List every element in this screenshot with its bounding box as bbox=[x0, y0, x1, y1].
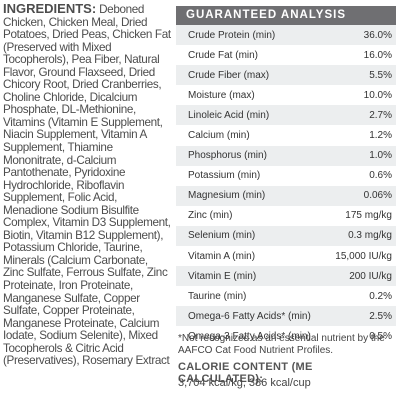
guaranteed-analysis-rows: Crude Protein (min) 36.0% Crude Fat (min) 1… bbox=[176, 25, 396, 347]
analysis-label: Magnesium (min) bbox=[188, 190, 266, 202]
calorie-content-title: CALORIE CONTENT (ME CALCULATED): bbox=[178, 361, 313, 385]
analysis-row: Potassium (min) 0.6% bbox=[176, 165, 396, 186]
analysis-label: Phosphorus (min) bbox=[188, 150, 267, 162]
analysis-label: Omega-6 Fatty Acids* (min) bbox=[188, 310, 311, 322]
calorie-content-value: 3,704 kcal/kg, 386 kcal/cup bbox=[178, 377, 311, 389]
analysis-value: 0.2% bbox=[369, 290, 392, 302]
analysis-value: 2.5% bbox=[369, 310, 392, 322]
analysis-label: Omega-3 Fatty Acids* (min) bbox=[188, 330, 311, 342]
analysis-label: Selenium (min) bbox=[188, 230, 256, 242]
analysis-row: Calcium (min) 1.2% bbox=[176, 125, 396, 146]
analysis-value: 5.5% bbox=[369, 69, 392, 81]
ingredients-title: INGREDIENTS: bbox=[3, 1, 97, 16]
analysis-value: 16.0% bbox=[363, 49, 392, 61]
analysis-row: Crude Fiber (max) 5.5% bbox=[176, 65, 396, 86]
analysis-row: Crude Protein (min) 36.0% bbox=[176, 25, 396, 46]
analysis-label: Crude Fat (min) bbox=[188, 49, 259, 61]
analysis-value: 0.6% bbox=[369, 170, 392, 182]
analysis-label: Vitamin A (min) bbox=[188, 250, 256, 262]
analysis-value: 1.0% bbox=[369, 150, 392, 162]
analysis-value: 0.5% bbox=[369, 330, 392, 342]
analysis-value: 0.06% bbox=[363, 190, 392, 202]
analysis-row: Vitamin E (min) 200 IU/kg bbox=[176, 266, 396, 287]
guaranteed-analysis-table: GUARANTEED ANALYSIS Crude Protein (min) 3… bbox=[176, 6, 396, 347]
analysis-label: Calcium (min) bbox=[188, 130, 250, 142]
guaranteed-analysis-header: GUARANTEED ANALYSIS bbox=[176, 6, 396, 25]
analysis-label: Crude Protein (min) bbox=[188, 29, 276, 41]
analysis-label: Vitamin E (min) bbox=[188, 270, 257, 282]
analysis-row: Moisture (max) 10.0% bbox=[176, 85, 396, 106]
analysis-row: Omega-3 Fatty Acids* (min) 0.5% bbox=[176, 326, 396, 347]
analysis-label: Potassium (min) bbox=[188, 170, 261, 182]
analysis-label: Linoleic Acid (min) bbox=[188, 109, 270, 121]
analysis-row: Zinc (min) 175 mg/kg bbox=[176, 205, 396, 226]
analysis-label: Zinc (min) bbox=[188, 210, 233, 222]
analysis-value: 15,000 IU/kg bbox=[335, 250, 392, 262]
analysis-row: Crude Fat (min) 16.0% bbox=[176, 45, 396, 66]
analysis-row: Taurine (min) 0.2% bbox=[176, 286, 396, 307]
analysis-row: Omega-6 Fatty Acids* (min) 2.5% bbox=[176, 306, 396, 327]
analysis-label: Moisture (max) bbox=[188, 89, 255, 101]
analysis-value: 0.3 mg/kg bbox=[348, 230, 392, 242]
analysis-value: 2.7% bbox=[369, 109, 392, 121]
analysis-value: 200 IU/kg bbox=[349, 270, 392, 282]
ingredients-list: Deboned Chicken, Chicken Meal, Dried Pot… bbox=[3, 3, 171, 368]
analysis-row: Linoleic Acid (min) 2.7% bbox=[176, 105, 396, 126]
analysis-value: 175 mg/kg bbox=[345, 210, 392, 222]
analysis-label: Taurine (min) bbox=[188, 290, 247, 302]
analysis-value: 10.0% bbox=[363, 89, 392, 101]
analysis-row: Selenium (min) 0.3 mg/kg bbox=[176, 225, 396, 247]
footnote: *Not recognized as an essential nutrient… bbox=[178, 333, 385, 356]
analysis-row: Vitamin A (min) 15,000 IU/kg bbox=[176, 246, 396, 267]
analysis-row: Magnesium (min) 0.06% bbox=[176, 185, 396, 206]
analysis-row: Phosphorus (min) 1.0% bbox=[176, 145, 396, 166]
analysis-value: 36.0% bbox=[363, 29, 392, 41]
ingredients-block: INGREDIENTS: Deboned Chicken, Chicken Me… bbox=[3, 1, 171, 368]
analysis-value: 1.2% bbox=[369, 130, 392, 142]
analysis-label: Crude Fiber (max) bbox=[188, 69, 270, 81]
